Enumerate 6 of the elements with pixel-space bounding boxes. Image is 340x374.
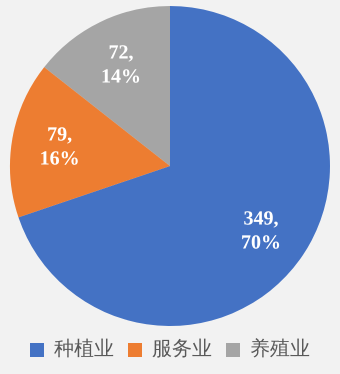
- legend-label: 服务业: [152, 336, 212, 360]
- data-label: 79, 16%: [40, 123, 80, 170]
- data-label: 72, 14%: [101, 41, 142, 88]
- data-label: 349, 70%: [241, 207, 282, 254]
- legend-label: 种植业: [54, 336, 114, 360]
- legend-label: 养殖业: [250, 336, 310, 360]
